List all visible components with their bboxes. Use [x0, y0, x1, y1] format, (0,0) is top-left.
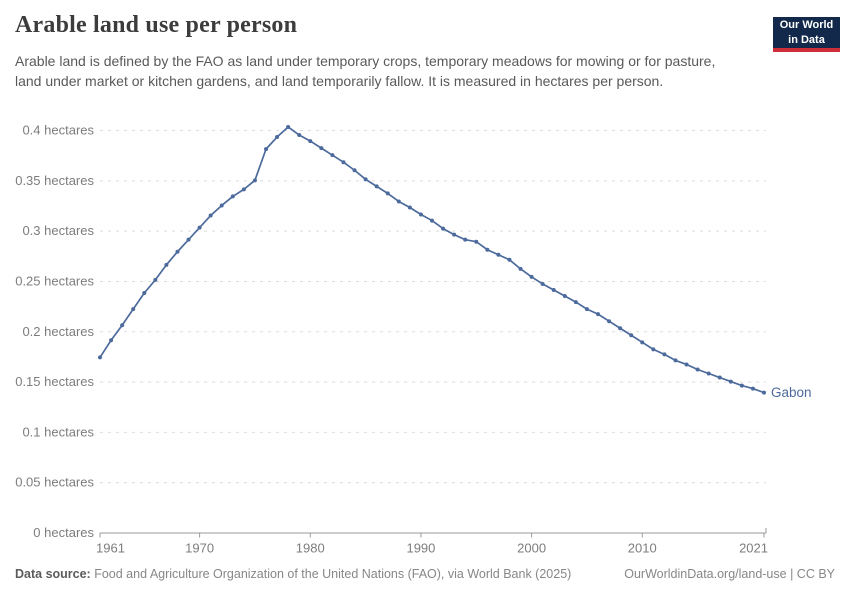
data-point: [275, 135, 280, 140]
data-point: [164, 262, 169, 267]
chart-footer: Data source: Food and Agriculture Organi…: [15, 567, 835, 581]
data-point: [618, 326, 623, 331]
owid-logo[interactable]: Our World in Data: [773, 17, 840, 52]
x-tick-label: 2021: [739, 541, 768, 556]
data-point: [717, 375, 722, 380]
x-tick-label: 1970: [185, 541, 214, 556]
data-point: [629, 333, 634, 338]
footer-links: OurWorldinData.org/land-use | CC BY: [624, 567, 835, 581]
x-tick-label: 1961: [96, 541, 125, 556]
data-point: [529, 274, 534, 279]
data-point: [352, 168, 357, 173]
data-point: [363, 177, 368, 182]
data-point: [264, 147, 268, 152]
y-tick-label: 0.25 hectares: [15, 273, 94, 288]
data-point: [374, 184, 379, 189]
data-point: [640, 340, 645, 345]
data-point: [750, 386, 755, 391]
data-point: [507, 257, 512, 262]
data-point: [197, 225, 202, 230]
chart-subtitle: Arable land is defined by the FAO as lan…: [15, 53, 716, 89]
data-point: [407, 205, 412, 210]
data-point: [120, 323, 125, 328]
data-point: [341, 160, 346, 165]
data-point: [396, 199, 401, 204]
series-points: [98, 124, 766, 395]
data-point: [684, 362, 689, 367]
data-point: [695, 367, 700, 372]
data-point: [651, 347, 656, 352]
y-axis-labels: 0 hectares 0.05 hectares 0.1 hectares 0.15 …: [15, 123, 94, 541]
y-tick-label: 0.2 hectares: [22, 324, 94, 339]
data-point: [98, 355, 102, 360]
data-point: [330, 153, 335, 158]
data-point: [286, 124, 291, 129]
y-tick-label: 0.35 hectares: [15, 173, 94, 188]
data-point: [109, 338, 114, 343]
data-point: [241, 187, 246, 192]
y-tick-label: 0.15 hectares: [15, 374, 94, 389]
owid-logo-line2: in Data: [788, 33, 825, 46]
data-point: [573, 300, 578, 305]
x-tick-label: 1990: [406, 541, 435, 556]
data-point: [662, 352, 667, 357]
data-point: [208, 213, 213, 218]
data-point: [230, 194, 235, 199]
data-point: [518, 266, 523, 271]
data-point: [418, 212, 423, 217]
data-point: [706, 371, 711, 376]
data-point: [441, 226, 446, 231]
x-tick-label: 2000: [517, 541, 546, 556]
data-point: [485, 247, 490, 252]
y-tick-label: 0.05 hectares: [15, 475, 94, 490]
data-point: [142, 291, 147, 296]
data-point: [430, 218, 434, 223]
x-axis: 1961 1970 1980 1990 2000 2010 2021: [96, 528, 768, 556]
data-point: [308, 139, 313, 144]
data-point: [762, 390, 766, 395]
data-point: [540, 281, 545, 286]
y-tick-label: 0 hectares: [33, 525, 94, 540]
data-point: [673, 358, 678, 363]
y-tick-label: 0.3 hectares: [22, 223, 94, 238]
y-tick-label: 0.4 hectares: [22, 123, 94, 138]
data-point: [153, 277, 158, 282]
data-point: [562, 294, 567, 299]
gridlines: [100, 130, 766, 484]
data-point: [728, 379, 733, 384]
data-point: [584, 307, 589, 312]
data-point: [319, 146, 324, 151]
data-point: [186, 237, 191, 242]
data-point: [252, 178, 257, 183]
x-tick-label: 1980: [296, 541, 325, 556]
data-point: [175, 249, 180, 254]
owid-logo-line1: Our World: [779, 19, 834, 32]
data-point: [131, 307, 136, 312]
data-point: [297, 133, 302, 138]
data-point: [474, 239, 479, 244]
x-tick-label: 2010: [628, 541, 657, 556]
footer-license: CC BY: [796, 567, 835, 581]
data-point: [739, 383, 744, 388]
data-point: [496, 252, 501, 257]
entity-label[interactable]: Gabon: [771, 385, 812, 400]
page-title: Arable land use per person: [15, 12, 298, 38]
data-source-text: Food and Agriculture Organization of the…: [94, 567, 572, 581]
data-source: Data source: Food and Agriculture Organi…: [15, 567, 571, 581]
data-point: [219, 203, 224, 208]
footer-url-link[interactable]: OurWorldinData.org/land-use: [624, 567, 787, 581]
y-tick-label: 0.1 hectares: [22, 424, 94, 439]
data-point: [607, 319, 612, 324]
data-point: [452, 232, 457, 237]
data-point: [551, 287, 556, 292]
footer-separator: |: [786, 567, 797, 581]
data-point: [596, 312, 600, 317]
data-source-label: Data source:: [15, 567, 91, 581]
data-point: [463, 237, 468, 242]
data-point: [385, 191, 390, 196]
